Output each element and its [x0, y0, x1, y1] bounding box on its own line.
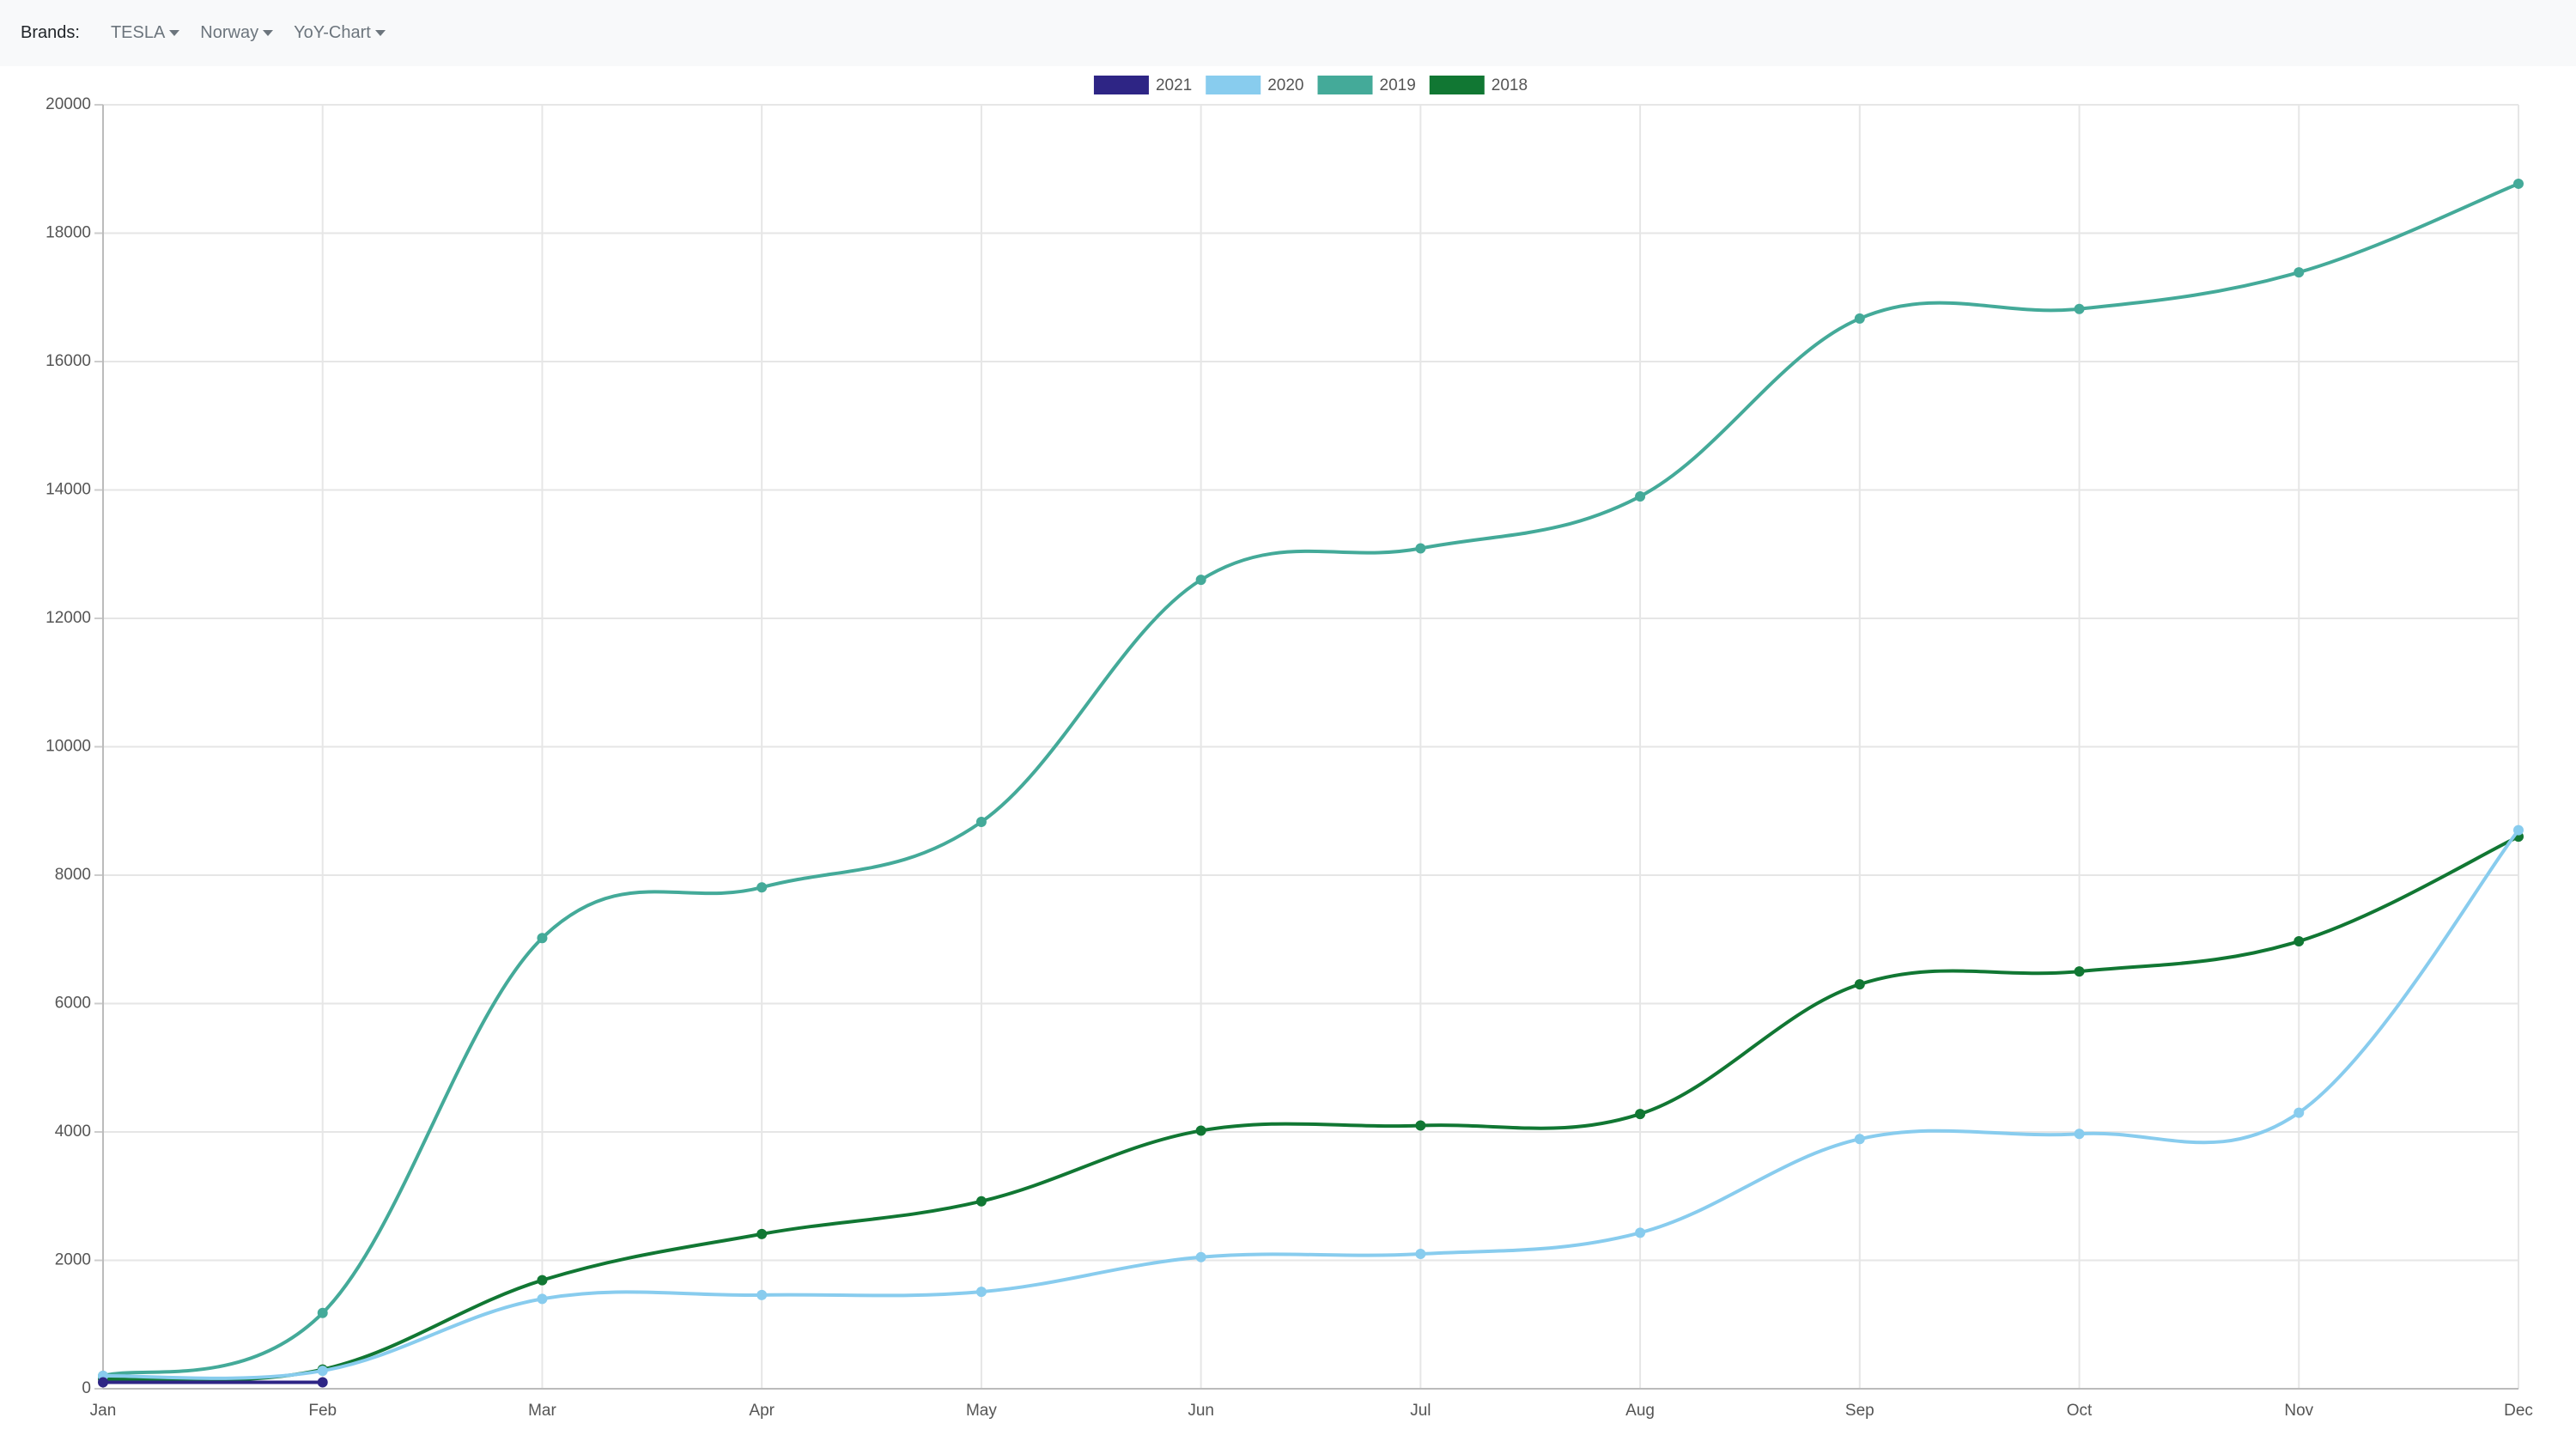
- data-point: [2513, 824, 2524, 836]
- y-tick-label: 6000: [55, 995, 91, 1013]
- series-line: [102, 835, 2519, 1383]
- data-point: [756, 882, 768, 893]
- x-tick-label: Apr: [749, 1402, 775, 1420]
- data-point: [317, 1377, 328, 1388]
- series-line: [102, 182, 2519, 1378]
- data-point: [317, 1307, 328, 1318]
- data-point: [756, 1228, 768, 1239]
- data-point: [98, 1377, 108, 1388]
- y-tick-label: 18000: [46, 224, 91, 242]
- x-tick-label: May: [966, 1402, 997, 1420]
- legend-swatch: [1206, 76, 1261, 94]
- legend-label: 2018: [1492, 76, 1528, 94]
- x-tick-label: Jul: [1410, 1402, 1431, 1420]
- data-point: [2293, 935, 2305, 946]
- x-tick-label: Dec: [2504, 1402, 2533, 1420]
- data-point: [1415, 543, 1426, 554]
- data-point: [1854, 313, 1865, 324]
- data-point: [1415, 1249, 1426, 1260]
- data-point: [2074, 966, 2085, 977]
- y-tick-label: 0: [82, 1379, 91, 1397]
- data-point: [1635, 490, 1646, 502]
- x-tick-label: Feb: [308, 1402, 337, 1420]
- legend-label: 2019: [1380, 76, 1416, 94]
- data-point: [537, 1293, 548, 1305]
- y-tick-label: 8000: [55, 866, 91, 884]
- brands-label: Brands:: [21, 23, 80, 42]
- y-tick-label: 10000: [46, 738, 91, 756]
- legend-swatch: [1317, 76, 1373, 94]
- data-point: [1195, 1125, 1206, 1136]
- x-tick-label: Jun: [1188, 1402, 1214, 1420]
- data-point: [1195, 575, 1206, 586]
- x-tick-label: Aug: [1625, 1402, 1655, 1420]
- data-point: [1635, 1227, 1646, 1238]
- data-point: [975, 1287, 987, 1298]
- data-point: [756, 1289, 768, 1300]
- legend-swatch: [1429, 76, 1485, 94]
- y-tick-label: 20000: [46, 95, 91, 113]
- brand-dropdown[interactable]: TESLA: [111, 23, 179, 43]
- y-tick-label: 12000: [46, 609, 91, 627]
- chart-dropdown[interactable]: YoY-Chart: [294, 23, 386, 43]
- y-tick-label: 14000: [46, 481, 91, 499]
- data-point: [1195, 1251, 1206, 1262]
- country-dropdown[interactable]: Norway: [200, 23, 273, 43]
- x-tick-label: Jan: [90, 1402, 117, 1420]
- legend-label: 2020: [1267, 76, 1303, 94]
- data-point: [537, 933, 548, 944]
- data-point: [1854, 979, 1865, 990]
- data-point: [975, 1196, 987, 1207]
- data-point: [1854, 1134, 1865, 1145]
- y-tick-label: 2000: [55, 1251, 91, 1269]
- data-point: [537, 1275, 548, 1286]
- y-tick-label: 4000: [55, 1123, 91, 1141]
- toolbar: Brands: TESLA Norway YoY-Chart: [0, 0, 2576, 66]
- x-tick-label: Sep: [1845, 1402, 1874, 1420]
- data-point: [2293, 1107, 2305, 1118]
- data-point: [1415, 1120, 1426, 1131]
- x-tick-label: Oct: [2067, 1402, 2093, 1420]
- data-point: [975, 816, 987, 827]
- y-tick-label: 16000: [46, 352, 91, 370]
- legend-label: 2021: [1156, 76, 1192, 94]
- data-point: [2074, 1129, 2085, 1140]
- data-point: [317, 1366, 328, 1377]
- data-point: [2513, 178, 2524, 189]
- data-point: [2074, 303, 2085, 314]
- data-point: [1635, 1109, 1646, 1120]
- data-point: [2293, 267, 2305, 278]
- x-tick-label: Mar: [528, 1402, 556, 1420]
- x-tick-label: Nov: [2284, 1402, 2313, 1420]
- legend-swatch: [1093, 76, 1149, 94]
- series-line: [102, 829, 2520, 1380]
